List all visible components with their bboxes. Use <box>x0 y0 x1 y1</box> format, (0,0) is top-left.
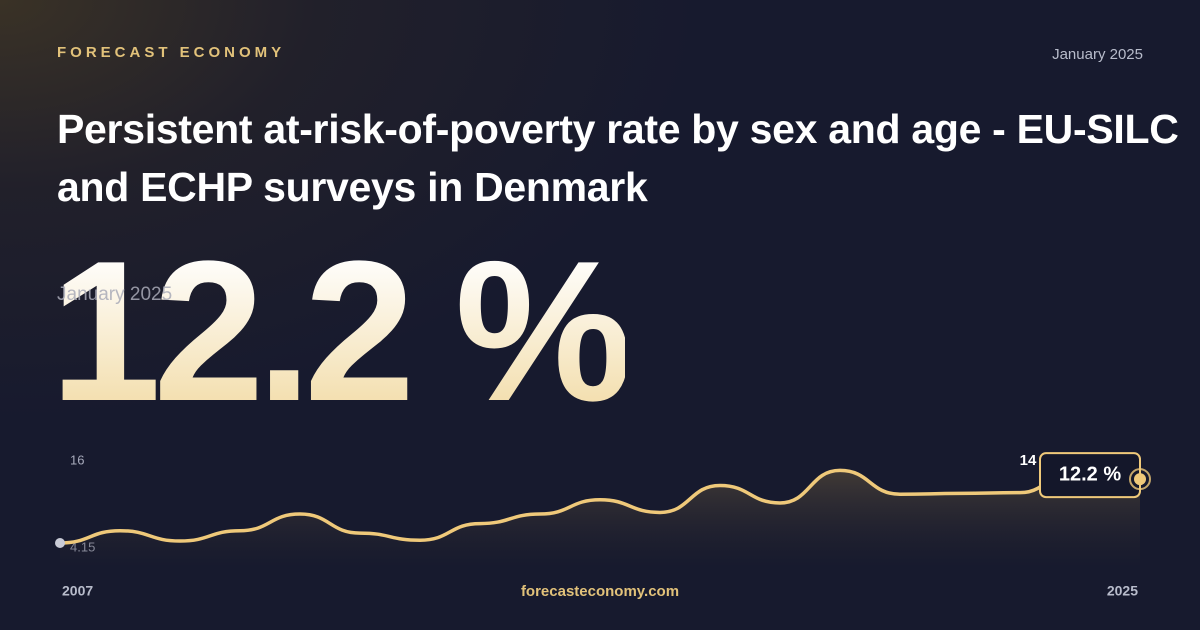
x-tick-label: 2025 <box>1107 583 1138 599</box>
date: January 2025 <box>1052 46 1143 63</box>
max-label: 14 <box>1020 452 1037 469</box>
headline-date: January 2025 <box>57 284 173 305</box>
x-tick-label: 2007 <box>62 583 93 599</box>
area <box>60 464 1140 565</box>
footer-url: forecasteconomy.com <box>520 583 680 600</box>
headline-value: 12.2 % <box>50 220 633 443</box>
line <box>59 463 1141 545</box>
y-tick-label: 16 <box>70 452 84 467</box>
last-point <box>1134 473 1146 486</box>
start-point <box>55 538 65 548</box>
last-value-label: 12.2 % <box>1059 463 1121 485</box>
title: Persistent at-risk-of-poverty rate by se… <box>57 106 1179 210</box>
brand: FORECAST ECONOMY <box>57 44 286 61</box>
last-point-halo <box>1129 468 1151 491</box>
